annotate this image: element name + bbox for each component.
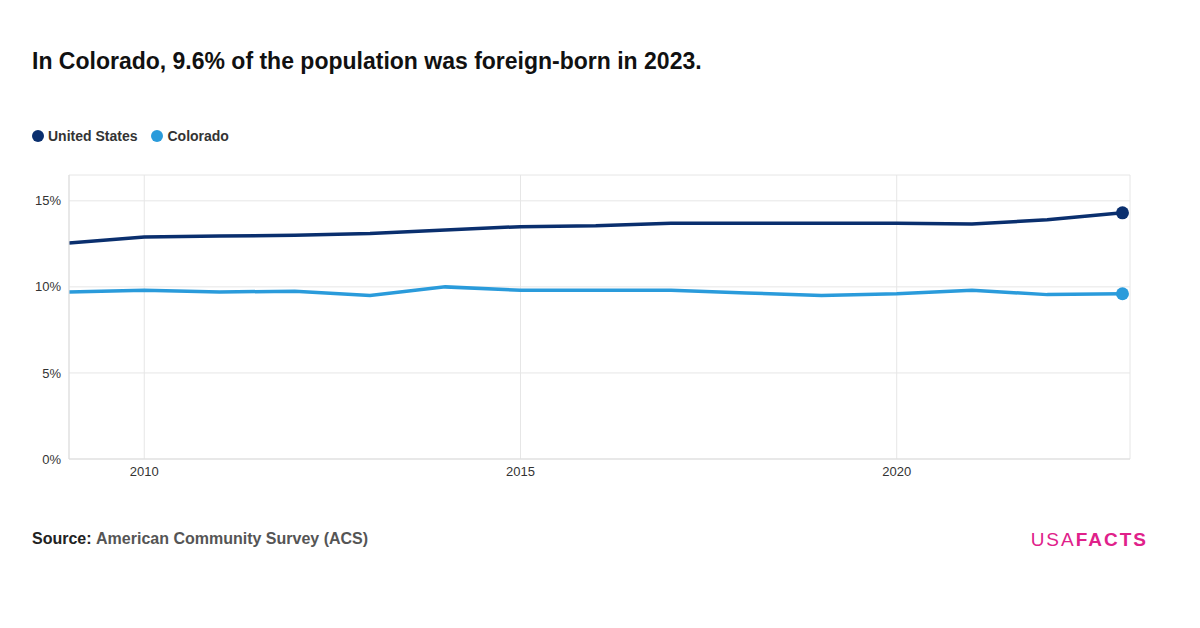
html-text:Colorado: Colorado xyxy=(167,128,229,144)
svg-text:15%: 15% xyxy=(35,193,61,208)
svg-text:2010: 2010 xyxy=(130,464,159,479)
html-text:United States: United States xyxy=(48,128,138,144)
html-text:Source: American Community Sur: Source: American Community Survey (ACS) xyxy=(32,530,369,547)
svg-text:2020: 2020 xyxy=(882,464,911,479)
svg-text:0%: 0% xyxy=(42,452,61,467)
html-text:In Colorado, 9.6% of the popul: In Colorado, 9.6% of the population was … xyxy=(32,48,702,74)
svg-text:5%: 5% xyxy=(42,366,61,381)
html-text:USA FACTS: USA FACTS xyxy=(1030,529,1148,550)
svg-text:2015: 2015 xyxy=(506,464,535,479)
svg-text:10%: 10% xyxy=(35,279,61,294)
